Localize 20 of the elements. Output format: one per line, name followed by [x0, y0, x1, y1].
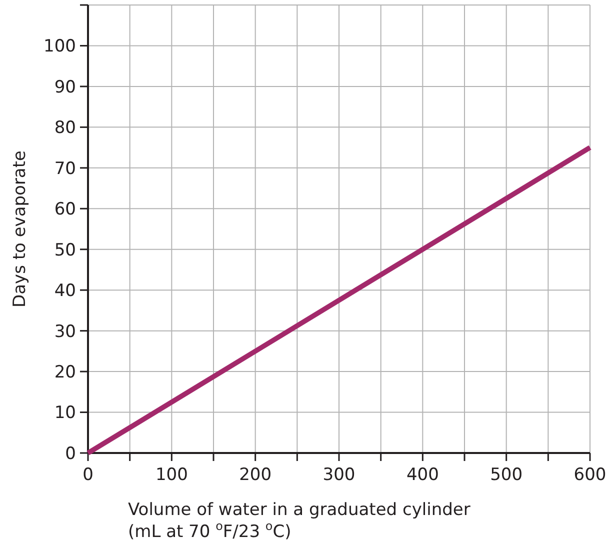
x-tick-label: 100	[155, 465, 188, 485]
y-tick-label: 30	[54, 322, 76, 342]
y-axis-title: Days to evaporate	[10, 150, 30, 308]
y-tick-label: 50	[54, 240, 76, 260]
x-tick-label: 200	[239, 465, 272, 485]
x-axis-title: Volume of water in a graduated cylinder (mL at 70 $^{o}$F/23 $^{o}$C)	[128, 500, 470, 542]
y-tick-label: 0	[65, 444, 76, 464]
x-tick-label: 0	[82, 465, 94, 485]
y-tick-label: 40	[54, 281, 76, 302]
y-tick-label: 70	[54, 158, 76, 179]
y-tick-label: 60	[54, 200, 76, 220]
x-tick-label: 400	[406, 465, 439, 485]
y-tick-label: 20	[54, 362, 76, 382]
y-tick-label: 80	[54, 118, 76, 138]
x-tick-label: 500	[490, 465, 523, 485]
y-tick-label: 100	[44, 36, 76, 57]
x-tick-label: 300	[322, 465, 356, 485]
y-tick-label: 10	[54, 403, 76, 424]
y-tick-label: 90	[54, 77, 76, 98]
x-tick-label: 600	[574, 465, 606, 485]
